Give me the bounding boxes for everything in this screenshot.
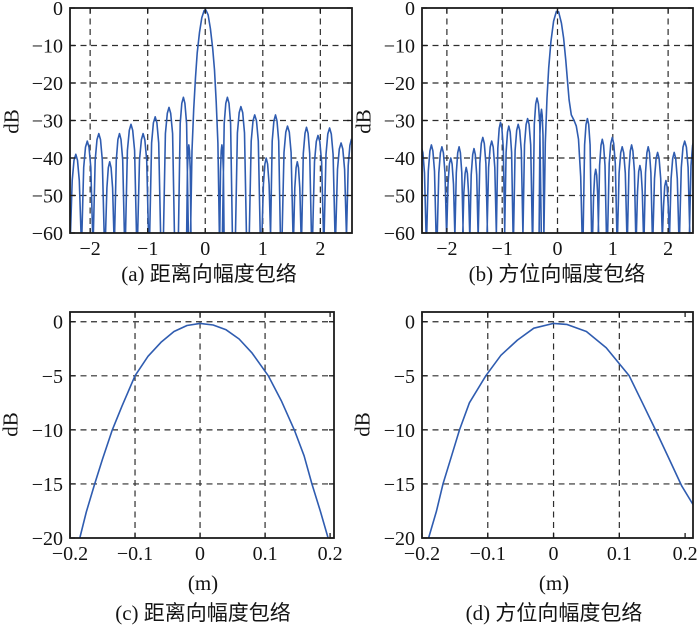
grid-b — [422, 8, 693, 233]
y-tick-label: −5 — [42, 366, 63, 388]
x-tick-label: 0 — [195, 543, 205, 565]
series-line-c — [79, 322, 329, 538]
tick-labels-b: −2 −1 0 1 20−10−20−30−40−50−60 — [384, 0, 673, 260]
y-tick-label: −10 — [32, 420, 63, 442]
x-tick-label: 0.1 — [607, 543, 632, 565]
x-tick-label: −0.1 — [470, 543, 506, 565]
subplot-b: −2 −1 0 1 20−10−20−30−40−50−60 — [384, 0, 694, 260]
ylabel-b: dB — [351, 109, 376, 134]
xlabel-d: (m) — [538, 571, 570, 595]
x-tick-label: 0 — [200, 238, 210, 260]
ylabel-a: dB — [0, 109, 24, 134]
x-tick-label: 0.2 — [673, 543, 698, 565]
ylabel-d: dB — [350, 412, 375, 437]
y-tick-label: −20 — [32, 73, 63, 95]
series-line-a — [70, 9, 352, 233]
y-tick-label: −60 — [32, 223, 63, 245]
x-tick-label: 1 — [608, 238, 618, 260]
y-tick-label: −50 — [384, 186, 415, 208]
ticks-b — [422, 7, 693, 234]
y-tick-label: 0 — [53, 0, 63, 20]
subplot-c: −0.2 −0.1 0 0.1 0.2 0 −5 −10 −15 −20 — [32, 311, 343, 565]
grid-a — [70, 8, 352, 233]
y-tick-label: −15 — [384, 474, 415, 496]
y-tick-label: −20 — [384, 528, 415, 550]
y-tick-label: −10 — [384, 36, 415, 58]
x-tick-label: 0.1 — [253, 543, 278, 565]
y-tick-label: −50 — [32, 186, 63, 208]
x-tick-label: −0.1 — [117, 543, 153, 565]
caption-d: (d) 方位向幅度包络 — [465, 601, 643, 625]
caption-b: (b) 方位向幅度包络 — [468, 262, 646, 286]
x-tick-label: −0.2 — [404, 543, 440, 565]
x-tick-label: 0 — [553, 238, 563, 260]
tick-labels-a: −2 −1 0 1 20−10−20−30−40−50−60 — [32, 0, 326, 260]
y-tick-label: −5 — [394, 366, 415, 388]
y-tick-label: −20 — [384, 73, 415, 95]
x-tick-label: −1 — [492, 238, 513, 260]
y-tick-label: 0 — [405, 312, 415, 334]
y-tick-label: −40 — [384, 148, 415, 170]
ylabel-c: dB — [0, 412, 23, 437]
x-tick-label: −2 — [436, 238, 457, 260]
y-tick-label: −10 — [384, 420, 415, 442]
series-line-d — [427, 322, 693, 538]
series-line-b — [422, 10, 693, 233]
y-tick-label: −10 — [32, 36, 63, 58]
y-tick-label: −30 — [384, 111, 415, 133]
x-tick-label: 2 — [315, 238, 325, 260]
x-tick-label: −2 — [80, 238, 101, 260]
y-tick-label: 0 — [405, 0, 415, 20]
grid-c — [70, 312, 334, 538]
x-tick-label: 0.2 — [318, 543, 343, 565]
plot-box-c — [69, 311, 335, 539]
ticks-a — [70, 7, 352, 234]
y-tick-label: −15 — [32, 474, 63, 496]
plot-box-d — [421, 311, 694, 539]
y-tick-label: −20 — [32, 528, 63, 550]
x-tick-label: 1 — [258, 238, 268, 260]
subplot-d: −0.2 −0.1 0 0.1 0.2 0 −5 −10 −15 −20 — [384, 311, 698, 565]
y-tick-label: −40 — [32, 148, 63, 170]
caption-a: (a) 距离向幅度包络 — [121, 262, 297, 286]
x-tick-label: 2 — [663, 238, 673, 260]
grid-d — [422, 312, 693, 538]
x-tick-label: −1 — [137, 238, 158, 260]
xlabel-c: (m) — [187, 571, 219, 595]
tick-labels-c: −0.2 −0.1 0 0.1 0.2 0 −5 −10 −15 −20 — [32, 312, 343, 565]
x-tick-label: −0.2 — [52, 543, 88, 565]
y-tick-label: 0 — [53, 312, 63, 334]
ticks-d — [421, 312, 693, 539]
caption-c: (c) 距离向幅度包络 — [115, 601, 291, 625]
y-tick-label: −60 — [384, 223, 415, 245]
tick-labels-d: −0.2 −0.1 0 0.1 0.2 0 −5 −10 −15 −20 — [384, 312, 698, 565]
x-tick-label: 0 — [549, 543, 559, 565]
ticks-c — [69, 312, 334, 539]
y-tick-label: −30 — [32, 111, 63, 133]
subplot-a: −2 −1 0 1 20−10−20−30−40−50−60 — [32, 0, 353, 260]
